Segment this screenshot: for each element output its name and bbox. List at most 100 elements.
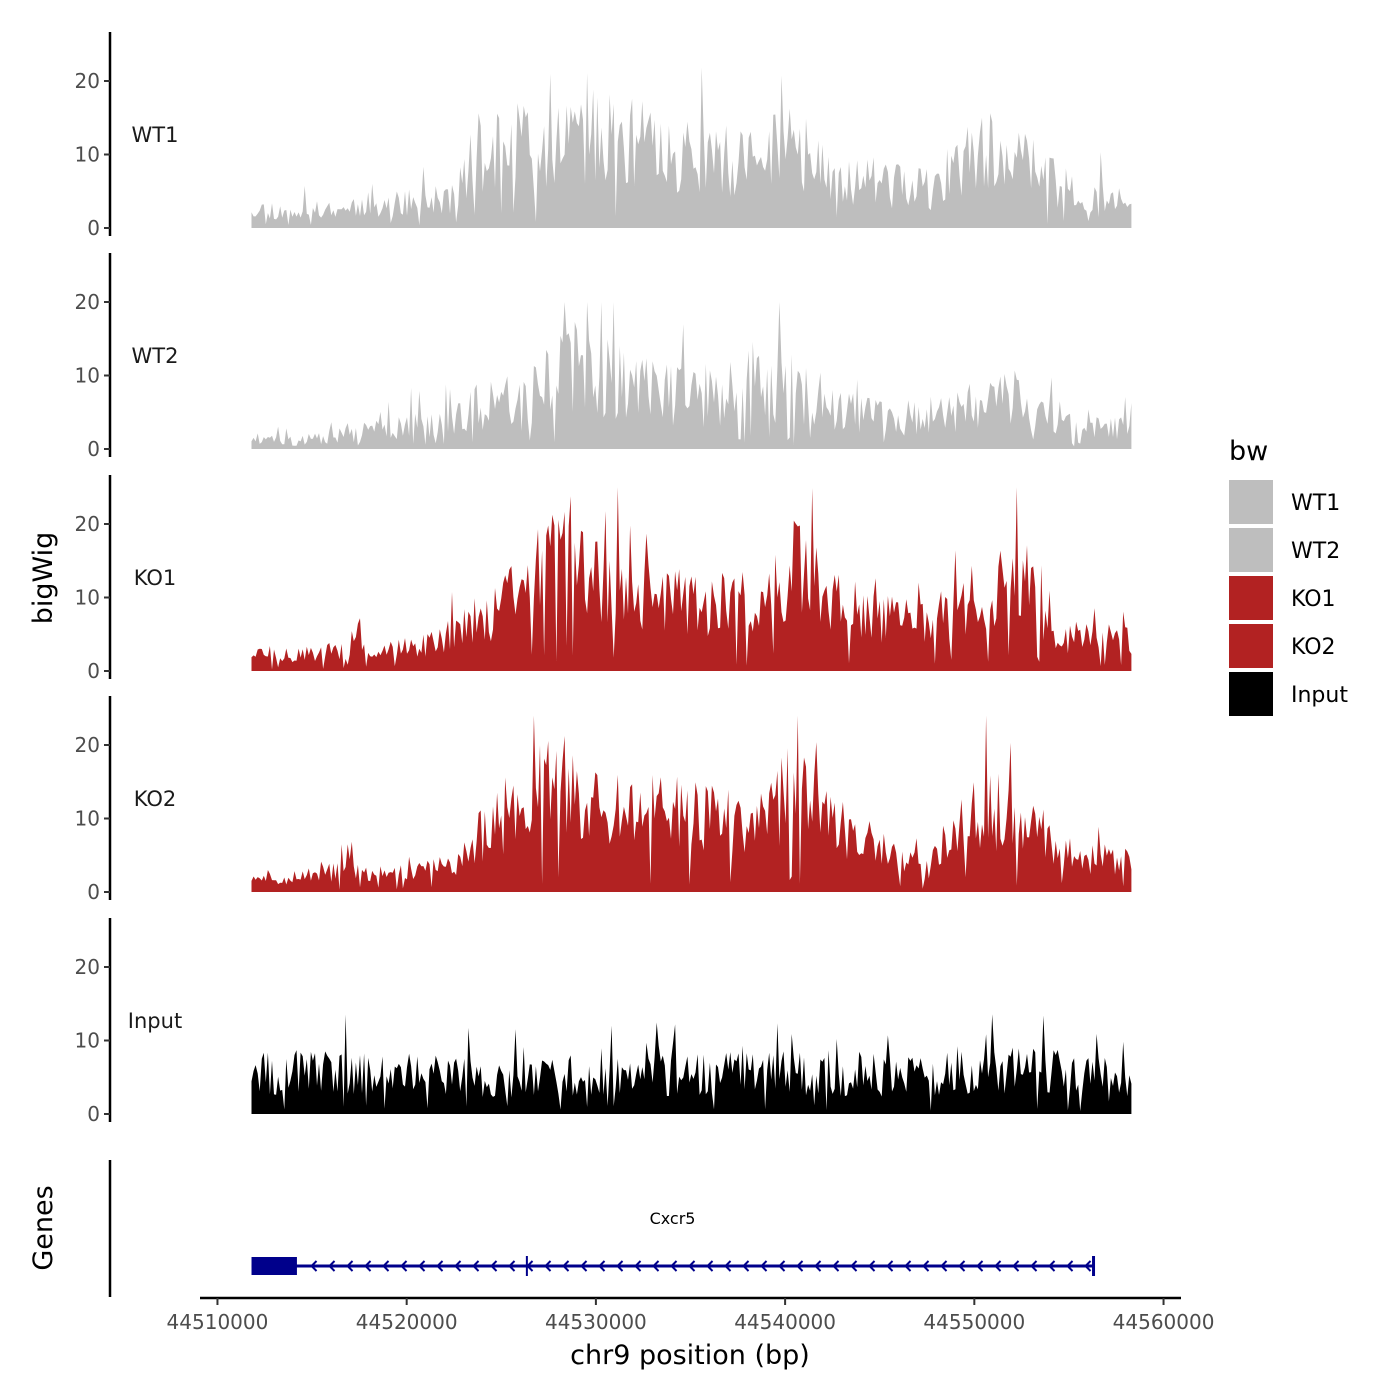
strand-chevron <box>328 1260 336 1272</box>
strand-chevron <box>346 1260 354 1272</box>
strand-chevron <box>850 1260 858 1272</box>
y-tick-label: 10 <box>75 586 100 610</box>
legend-label-input: Input <box>1291 683 1348 708</box>
strand-chevron <box>886 1260 894 1272</box>
y-tick-label: 10 <box>75 807 100 831</box>
y-tick-label: 10 <box>75 143 100 167</box>
strand-chevron <box>940 1260 948 1272</box>
track-ko2: 0 10 20 KO2 <box>75 696 1132 904</box>
y-tick-label: 20 <box>75 512 100 536</box>
y-tick-label: 0 <box>87 216 100 240</box>
strand-chevron <box>580 1260 588 1272</box>
strand-chevron <box>670 1260 678 1272</box>
strand-chevron <box>814 1260 822 1272</box>
strand-chevron <box>436 1260 444 1272</box>
track-wt2: 0 10 20 WT2 <box>75 253 1132 461</box>
strand-chevron <box>976 1260 984 1272</box>
strand-chevron <box>1012 1260 1020 1272</box>
strand-chevron <box>1066 1260 1074 1272</box>
track-label: KO2 <box>134 787 177 811</box>
genes-panel: Cxcr5 <box>108 1160 1096 1297</box>
strand-chevron <box>508 1260 516 1272</box>
strand-chevron <box>724 1260 732 1272</box>
strand-chevron <box>652 1260 660 1272</box>
gene-exon <box>251 1257 297 1275</box>
strand-chevron <box>688 1260 696 1272</box>
strand-chevron <box>1048 1260 1056 1272</box>
strand-chevron <box>742 1260 750 1272</box>
strand-chevron <box>796 1260 804 1272</box>
strand-chevron <box>706 1260 714 1272</box>
x-tick-label: 44530000 <box>545 1310 647 1334</box>
track-input: 0 10 20 Input <box>75 918 1132 1126</box>
strand-chevron <box>994 1260 1002 1272</box>
strand-chevron <box>958 1260 966 1272</box>
signal-area-ko2 <box>251 715 1132 892</box>
track-label: KO1 <box>134 566 177 590</box>
signal-area-wt1 <box>251 67 1132 228</box>
strand-chevron <box>1084 1260 1092 1272</box>
y-tick-label: 10 <box>75 1029 100 1053</box>
strand-chevron <box>904 1260 912 1272</box>
legend-swatch-wt1 <box>1229 480 1273 524</box>
x-axis: 44510000 44520000 44530000 44540000 44550000… <box>167 1296 1215 1334</box>
y-tick-label: 20 <box>75 290 100 314</box>
legend-swatch-wt2 <box>1229 528 1273 572</box>
legend-title: bw <box>1229 436 1268 467</box>
y-tick-label: 20 <box>75 955 100 979</box>
strand-chevron <box>490 1260 498 1272</box>
y-tick-label: 0 <box>87 437 100 461</box>
x-tick-label: 44560000 <box>1113 1310 1215 1334</box>
x-axis-title: chr9 position (bp) <box>570 1340 810 1371</box>
x-tick-label: 44550000 <box>923 1310 1025 1334</box>
gene-cxcr5: Cxcr5 <box>251 1209 1096 1276</box>
strand-chevron <box>418 1260 426 1272</box>
track-label: WT1 <box>132 123 179 147</box>
y-axis-title: bigWig <box>28 532 59 625</box>
strand-chevron <box>562 1260 570 1272</box>
gene-label: Cxcr5 <box>650 1209 696 1228</box>
y-tick-label: 0 <box>87 1102 100 1126</box>
signal-area-input <box>251 1014 1132 1114</box>
strand-chevron <box>382 1260 390 1272</box>
genes-axis-title: Genes <box>28 1185 59 1270</box>
strand-chevron <box>760 1260 768 1272</box>
x-tick-label: 44520000 <box>356 1310 458 1334</box>
strand-chevron <box>922 1260 930 1272</box>
y-tick-label: 20 <box>75 733 100 757</box>
signal-area-ko1 <box>251 487 1132 671</box>
legend: bw WT1 WT2 KO1 KO2 Input <box>1229 436 1348 716</box>
y-tick-label: 0 <box>87 880 100 904</box>
strand-chevron <box>310 1260 318 1272</box>
strand-chevron <box>868 1260 876 1272</box>
track-wt1: 0 10 20 WT1 <box>75 32 1132 240</box>
strand-chevron <box>544 1260 552 1272</box>
legend-swatch-input <box>1229 672 1273 716</box>
strand-chevron <box>1030 1260 1038 1272</box>
strand-chevron <box>616 1260 624 1272</box>
gene-exon <box>525 1256 528 1276</box>
legend-swatch-ko1 <box>1229 576 1273 620</box>
legend-label-ko2: KO2 <box>1291 635 1336 660</box>
strand-chevron <box>778 1260 786 1272</box>
x-tick-label: 44510000 <box>167 1310 269 1334</box>
strand-chevron <box>832 1260 840 1272</box>
tracks: 0 10 20 WT1 0 10 20 WT2 0 10 20 KO1 0 10 20 KO2 0 10 20 Inp… <box>75 32 1132 1126</box>
strand-chevron <box>598 1260 606 1272</box>
y-tick-label: 10 <box>75 364 100 388</box>
strand-chevron <box>400 1260 408 1272</box>
y-tick-label: 20 <box>75 69 100 93</box>
legend-label-ko1: KO1 <box>1291 587 1336 612</box>
track-label: Input <box>128 1009 182 1033</box>
legend-swatch-ko2 <box>1229 624 1273 668</box>
strand-chevron <box>364 1260 372 1272</box>
y-tick-label: 0 <box>87 659 100 683</box>
strand-chevron <box>634 1260 642 1272</box>
legend-label-wt2: WT2 <box>1291 539 1340 564</box>
track-ko1: 0 10 20 KO1 <box>75 475 1132 683</box>
x-tick-label: 44540000 <box>734 1310 836 1334</box>
legend-label-wt1: WT1 <box>1291 491 1340 516</box>
strand-chevron <box>454 1260 462 1272</box>
signal-area-wt2 <box>251 302 1132 449</box>
